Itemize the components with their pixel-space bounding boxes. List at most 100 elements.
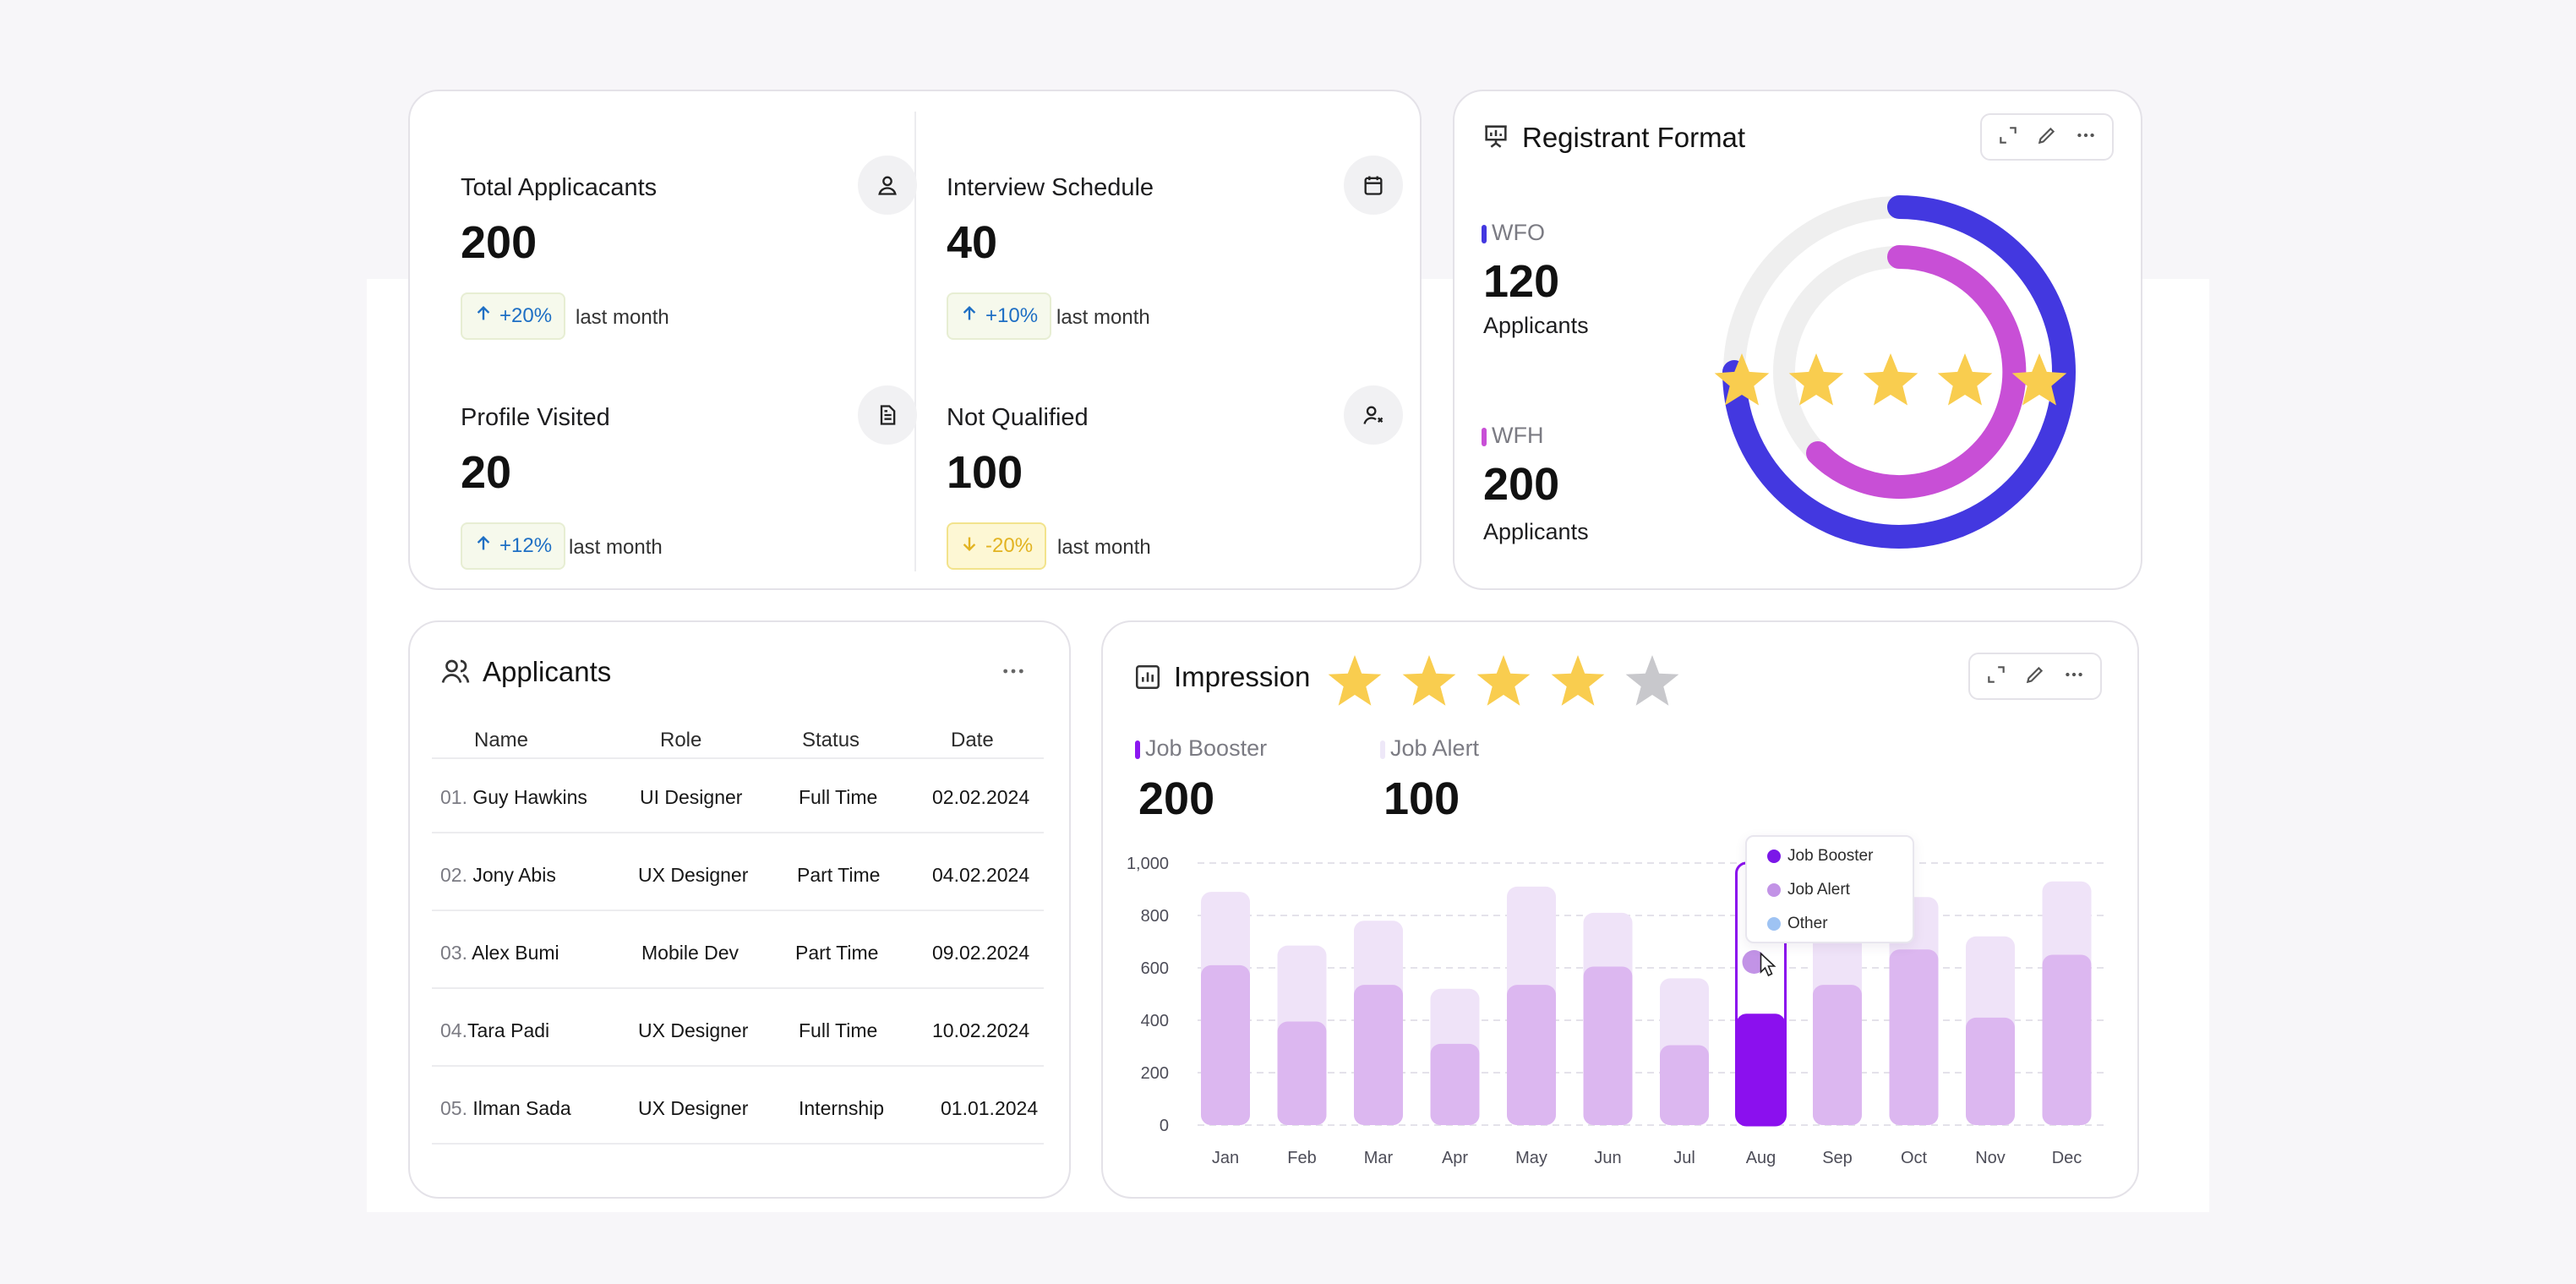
divider [914, 112, 916, 571]
row-number: 04. [440, 1019, 467, 1041]
x-tick-label: Jan [1212, 1149, 1239, 1167]
cursor-icon [1760, 952, 1776, 977]
job-booster-bar[interactable] [1507, 985, 1556, 1125]
divider [432, 832, 1044, 833]
star-icon[interactable] [1402, 655, 1456, 706]
more-icon[interactable] [1000, 658, 1027, 689]
job-booster-bar[interactable] [1201, 964, 1250, 1125]
date-cell: 01.01.2024 [941, 1097, 1039, 1119]
x-tick-label: Feb [1287, 1149, 1316, 1167]
name-cell: 05. Ilman Sada [440, 1097, 571, 1120]
job-booster-bar[interactable] [1889, 949, 1939, 1125]
legend-marker [1380, 740, 1385, 759]
role-cell: UI Designer [640, 786, 743, 808]
job-booster-bar[interactable] [1583, 966, 1633, 1125]
role-cell: UX Designer [638, 1019, 749, 1041]
y-tick-label: 800 [1141, 907, 1169, 926]
tooltip-item-job-alert: Job Alert [1767, 881, 1850, 899]
status-cell: Full Time [799, 786, 878, 808]
column-header-role[interactable]: Role [660, 729, 702, 751]
x-tick-label: Mar [1364, 1149, 1394, 1167]
star-icon[interactable] [1551, 655, 1605, 706]
card-toolbar [1980, 113, 2114, 161]
presentation-icon [1482, 122, 1510, 155]
star-icon[interactable] [1476, 655, 1531, 706]
star-icon[interactable] [1625, 655, 1679, 706]
more-icon[interactable] [2075, 124, 2097, 150]
user-icon[interactable] [858, 156, 917, 215]
registrant-format-card: Registrant Format WFO 120 Applicants WFH… [1453, 90, 2142, 590]
star-icon[interactable] [1328, 655, 1382, 706]
y-tick-label: 400 [1141, 1012, 1169, 1030]
stat-value: 40 [947, 217, 998, 268]
job-booster-bar[interactable] [1660, 1045, 1709, 1125]
wfo-value: 120 [1483, 256, 1560, 307]
x-tick-label: Oct [1901, 1149, 1928, 1167]
x-tick-label: Jun [1594, 1149, 1621, 1167]
wfh-value: 200 [1483, 459, 1560, 510]
expand-icon[interactable] [1997, 124, 2019, 150]
legend-wfh-label: WFH [1492, 423, 1544, 448]
status-cell: Full Time [799, 1019, 878, 1041]
user-x-icon[interactable] [1344, 385, 1403, 445]
stat-label: Interview Schedule [947, 174, 1154, 201]
stat-value: 200 [461, 217, 538, 268]
expand-icon[interactable] [1985, 664, 2007, 690]
rating-stars [1714, 353, 2067, 406]
stat-label: Not Qualified [947, 404, 1089, 431]
x-tick-label: May [1515, 1149, 1547, 1167]
y-tick-label: 200 [1141, 1064, 1169, 1083]
job-booster-bar[interactable] [1277, 1021, 1327, 1125]
change-badge: +20% [461, 292, 566, 340]
column-header-date[interactable]: Date [951, 729, 994, 751]
role-cell: UX Designer [638, 1097, 749, 1119]
change-badge: +12% [461, 522, 566, 570]
role-cell: Mobile Dev [641, 942, 740, 964]
applicant-name: Jony Abis [472, 864, 556, 886]
legend-job-booster: Job Booster [1135, 735, 1267, 762]
status-cell: Part Time [797, 864, 881, 886]
job-booster-bar[interactable] [1430, 1043, 1480, 1125]
chart-tooltip: Job Booster Job Alert Other [1745, 835, 1914, 943]
job-booster-bar[interactable] [1736, 1014, 1786, 1125]
divider [432, 1143, 1044, 1145]
job-booster-bar[interactable] [1966, 1017, 2015, 1125]
arrow-up-icon [474, 534, 493, 559]
row-number: 01. [440, 786, 467, 808]
column-header-status[interactable]: Status [802, 729, 860, 751]
change-note: last month [1057, 536, 1151, 559]
change-value: -20% [985, 534, 1034, 557]
change-badge: -20% [947, 522, 1047, 570]
column-header-name[interactable]: Name [474, 729, 529, 751]
wfh-unit: Applicants [1483, 519, 1589, 544]
legend-wfo-label: WFO [1492, 220, 1545, 245]
card-title: Applicants [483, 656, 612, 687]
star-icon [2011, 353, 2067, 406]
card-title: Impression [1174, 661, 1311, 692]
calendar-icon[interactable] [1344, 156, 1403, 215]
job-booster-bar[interactable] [1354, 985, 1403, 1125]
edit-icon[interactable] [2036, 124, 2058, 150]
more-icon[interactable] [2063, 664, 2085, 690]
tooltip-label: Job Booster [1787, 847, 1874, 865]
applicants-card: Applicants Name Role Status Date 01. Guy… [408, 620, 1071, 1199]
change-badge: +10% [947, 292, 1052, 340]
job-booster-bar[interactable] [2042, 954, 2092, 1126]
card-title: Registrant Format [1522, 122, 1746, 153]
legend-label: Job Alert [1390, 735, 1480, 761]
hover-point[interactable] [1742, 950, 1766, 974]
change-note: last month [569, 536, 663, 559]
bar-chart-icon [1133, 663, 1162, 696]
job-booster-value: 200 [1138, 773, 1215, 824]
document-icon[interactable] [858, 385, 917, 445]
arrow-down-icon [960, 534, 979, 559]
applicant-name: Alex Bumi [472, 942, 559, 964]
job-booster-bar[interactable] [1813, 985, 1862, 1125]
stat-interview-schedule: Interview Schedule 40 +10% last month [947, 113, 1403, 340]
users-icon [440, 656, 471, 691]
stat-not-qualified: Not Qualified 100 -20% last month [947, 343, 1403, 570]
edit-icon[interactable] [2024, 664, 2046, 690]
row-number: 05. [440, 1097, 467, 1119]
legend-marker [1482, 224, 1487, 243]
row-number: 02. [440, 864, 467, 886]
